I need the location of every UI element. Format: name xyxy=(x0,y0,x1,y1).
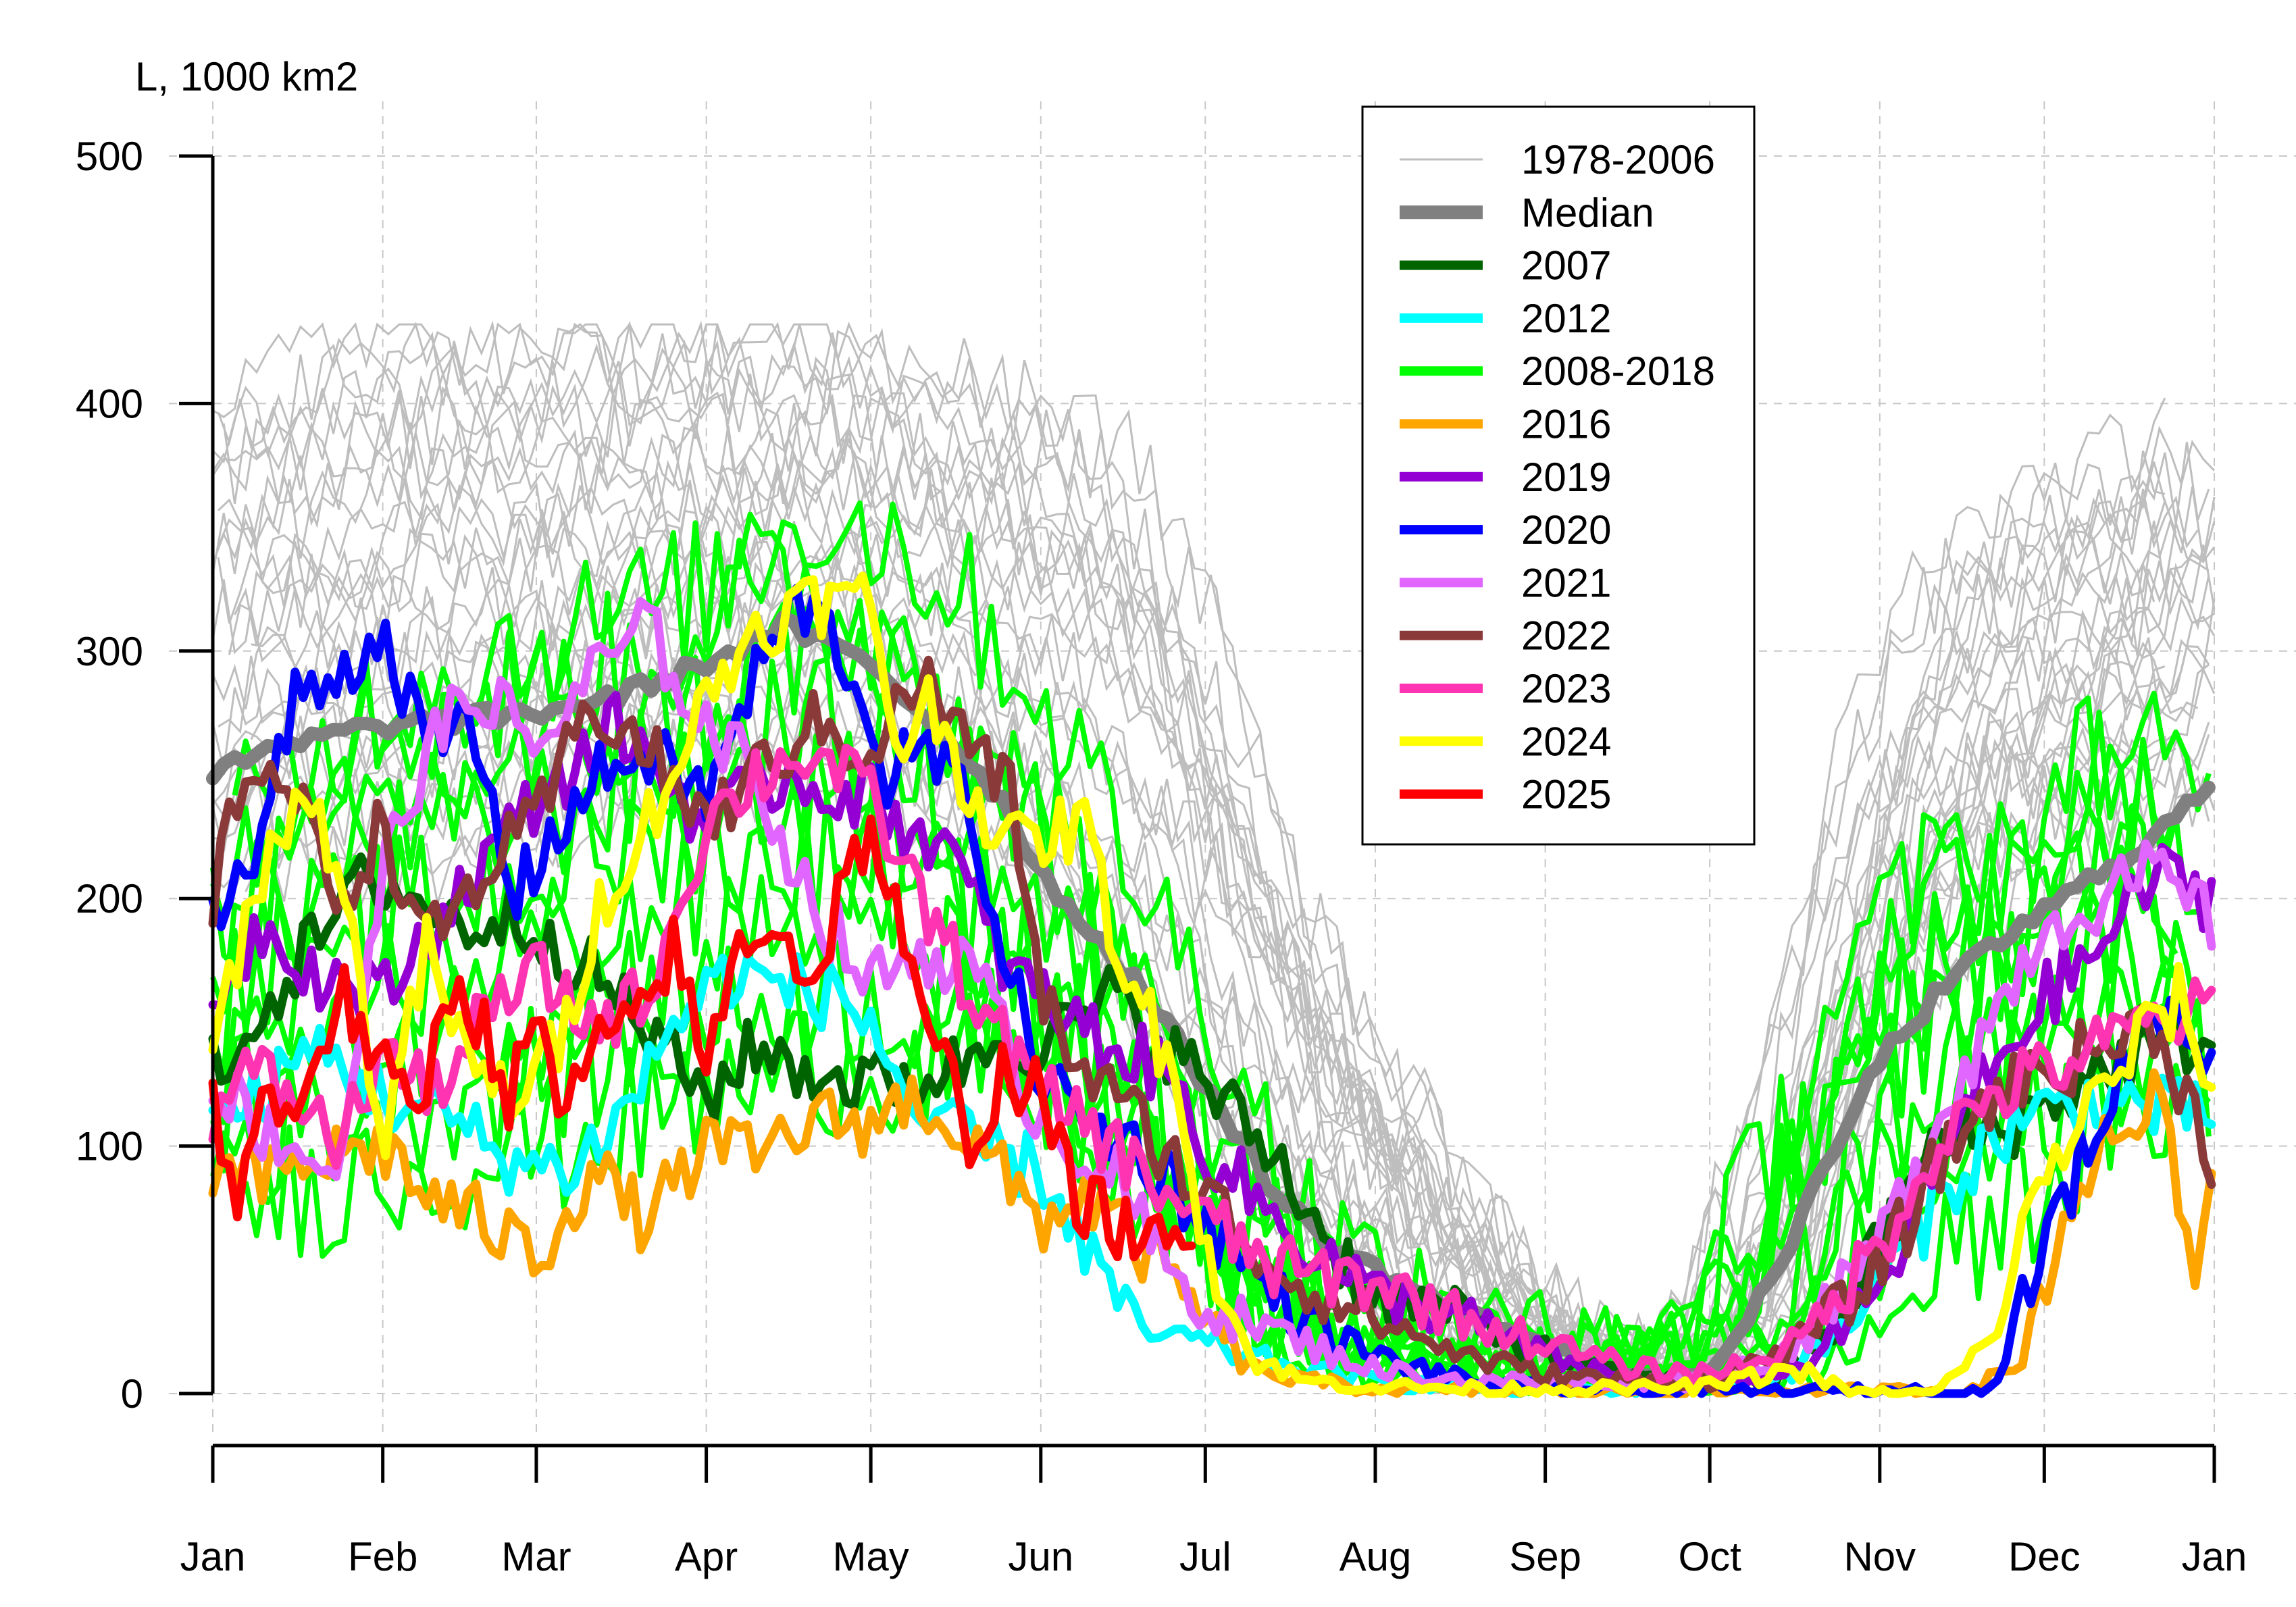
x-tick-label: Jun xyxy=(1008,1534,1073,1579)
x-tick-label: Jan xyxy=(2182,1534,2247,1579)
legend-entry-label: 2021 xyxy=(1521,560,1611,605)
legend: 1978-2006 Median 2007 2012 2008-2018 2016 2019… xyxy=(1361,105,1756,846)
legend-entry-label: 2025 xyxy=(1521,772,1611,817)
x-tick-label: Dec xyxy=(2008,1534,2081,1579)
x-tick-label: Apr xyxy=(675,1534,738,1579)
x-tick-label: Feb xyxy=(348,1534,417,1579)
legend-entry-label: 2007 xyxy=(1521,243,1611,288)
legend-entry-label: 2019 xyxy=(1521,455,1611,500)
series-line-1978-2006 xyxy=(222,339,2210,1369)
series-line-1978-2006 xyxy=(211,322,2166,1370)
series-line-1978-2006 xyxy=(211,498,2155,1375)
y-axis-label: L, 1000 km2 xyxy=(135,54,358,99)
series-line-2023 xyxy=(208,743,2216,1387)
legend-entry-label: Median xyxy=(1521,190,1654,235)
legend-entry-label: 2022 xyxy=(1521,613,1611,659)
legend-entry-label: 1978-2006 xyxy=(1521,137,1715,182)
series-line-1978-2006 xyxy=(218,392,2216,1362)
axes: 0 100 200 300 400 500 Jan Feb Mar Apr May Jun Jul Aug… xyxy=(76,134,2247,1579)
legend-entry-label: 2008-2018 xyxy=(1521,349,1715,394)
series-line-2022 xyxy=(208,655,2216,1394)
series-line-1978-2006 xyxy=(211,403,2177,1369)
series-line-2021 xyxy=(208,596,2216,1394)
y-tick-label: 0 xyxy=(121,1371,143,1417)
x-tick-label: Aug xyxy=(1340,1534,1412,1579)
series-line-1978-2006 xyxy=(211,593,2166,1379)
legend-entry-label: 2024 xyxy=(1521,719,1611,764)
x-tick-label: May xyxy=(832,1534,909,1579)
legend-entry-label: 2020 xyxy=(1521,507,1611,553)
series-line-1978-2006 xyxy=(211,367,2199,1370)
y-tick-label: 400 xyxy=(76,381,143,426)
series-line-1978-2006 xyxy=(211,356,2166,1364)
x-tick-label: Sep xyxy=(1509,1534,1581,1579)
x-tick-label: Nov xyxy=(1843,1534,1916,1579)
series-line-2025 xyxy=(208,814,1196,1262)
series-line-1978-2006 xyxy=(212,321,2166,1363)
highlighted-series-lines xyxy=(206,571,2216,1398)
x-tick-label: Mar xyxy=(501,1534,571,1579)
series-line-2008-2018 xyxy=(210,864,2190,1396)
y-tick-label: 100 xyxy=(76,1124,143,1169)
series-line-1978-2006 xyxy=(228,520,2216,1379)
legend-entry-label: 2023 xyxy=(1521,666,1611,711)
legend-entry-label: 2012 xyxy=(1521,296,1611,341)
series-line-1978-2006 xyxy=(217,320,2216,1363)
y-tick-label: 200 xyxy=(76,876,143,921)
series-line-1978-2006 xyxy=(211,717,2188,1391)
y-tick-label: 500 xyxy=(76,134,143,179)
y-tick-label: 300 xyxy=(76,629,143,674)
legend-entry-label: 2016 xyxy=(1521,402,1611,447)
x-tick-label: Jul xyxy=(1179,1534,1231,1579)
x-tick-label: Jan xyxy=(180,1534,246,1579)
x-tick-label: Oct xyxy=(1678,1534,1741,1579)
